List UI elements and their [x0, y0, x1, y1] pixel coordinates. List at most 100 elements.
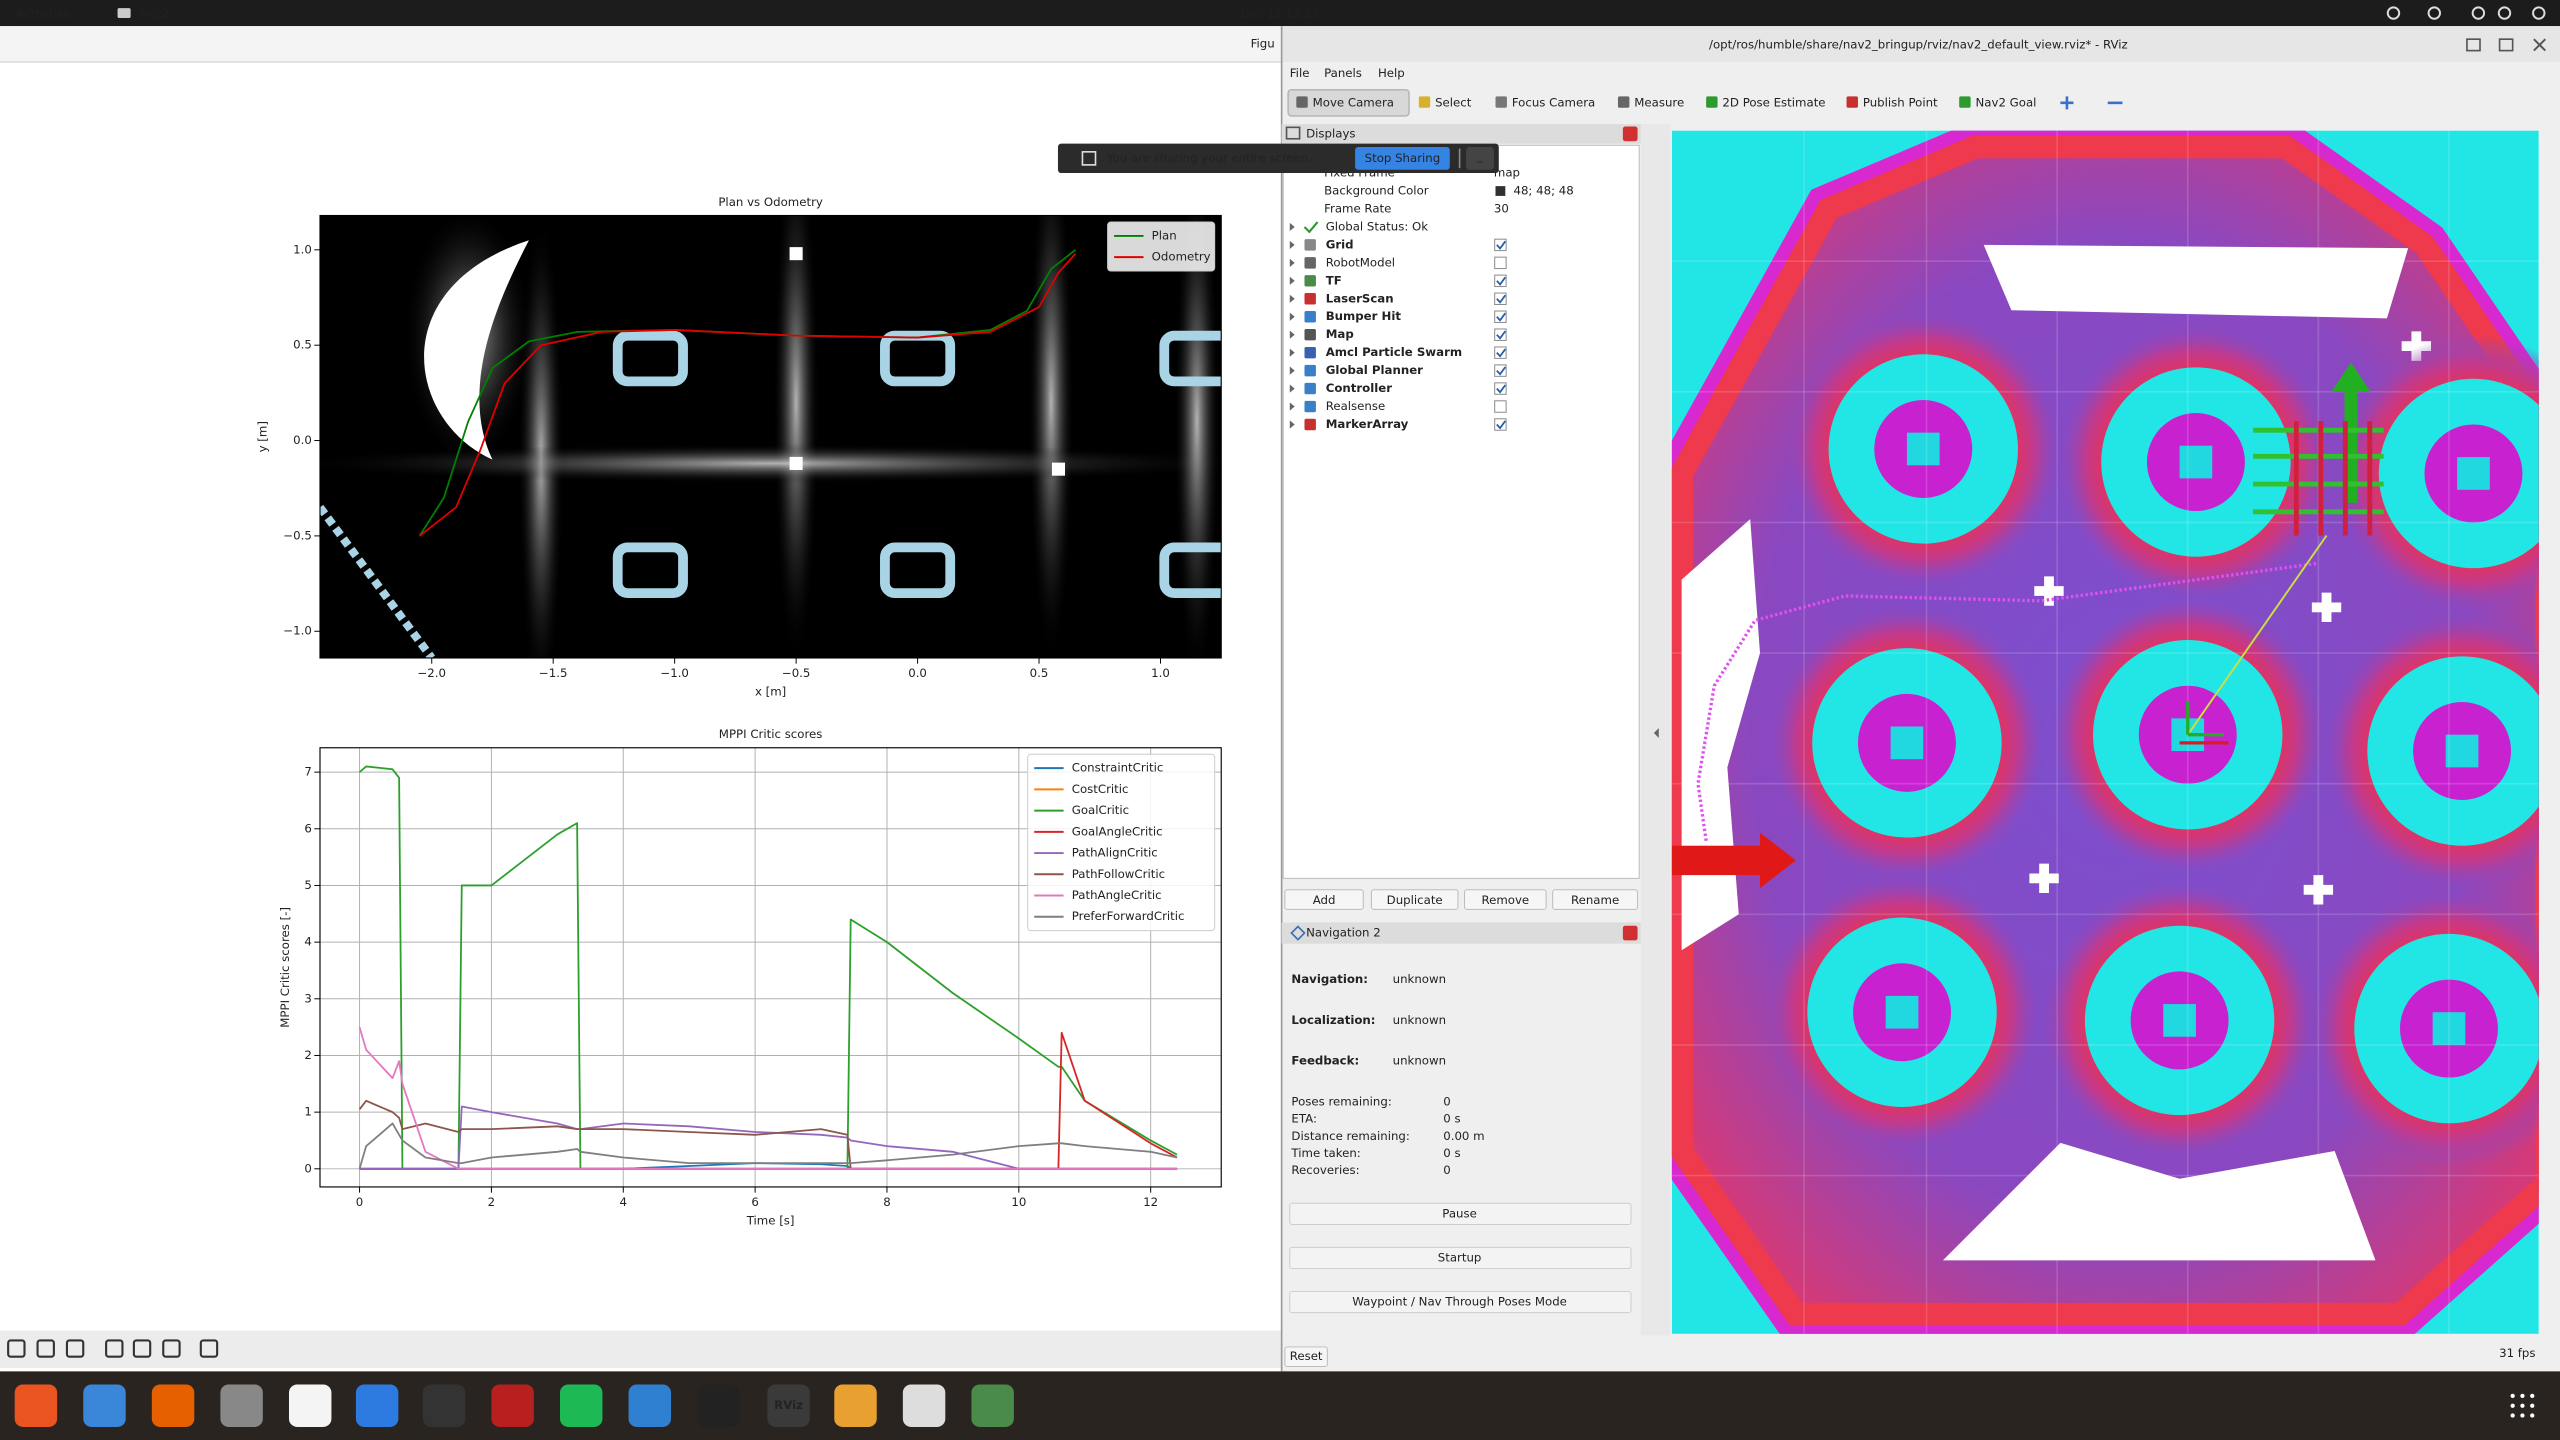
- dock-icon[interactable]: [422, 1384, 466, 1427]
- property-value[interactable]: map: [1494, 166, 1520, 180]
- dock-icon[interactable]: [491, 1384, 534, 1427]
- close-button[interactable]: [2533, 38, 2546, 52]
- display-checkbox[interactable]: [1494, 418, 1507, 431]
- panel-close[interactable]: [1622, 126, 1638, 142]
- dock-icon[interactable]: [14, 1384, 58, 1427]
- menu-item[interactable]: Help: [1378, 66, 1405, 80]
- expand-arrow[interactable]: [1289, 240, 1295, 249]
- hide-label[interactable]: _: [1476, 149, 1483, 163]
- toolbar-button[interactable]: [105, 1339, 124, 1358]
- panel-button[interactable]: [1284, 889, 1364, 910]
- nav-button-label[interactable]: Pause: [1442, 1206, 1477, 1220]
- dock-icon[interactable]: [151, 1384, 195, 1427]
- add-tool[interactable]: [2060, 96, 2074, 110]
- activities-button[interactable]: Activities: [16, 6, 70, 20]
- dock-icon[interactable]: [560, 1384, 603, 1427]
- x-tick-label: 4: [620, 1195, 627, 1209]
- display-checkbox[interactable]: [1494, 400, 1507, 413]
- tool-button[interactable]: Focus Camera: [1512, 95, 1595, 109]
- hide-button[interactable]: [1466, 146, 1494, 170]
- expand-arrow[interactable]: [1289, 330, 1295, 339]
- display-checkbox[interactable]: [1494, 310, 1507, 323]
- display-checkbox[interactable]: [1494, 364, 1507, 377]
- display-name[interactable]: Realsense: [1326, 399, 1385, 413]
- nav-button-label[interactable]: Waypoint / Nav Through Poses Mode: [1352, 1295, 1567, 1309]
- dock-icon[interactable]: [220, 1384, 263, 1427]
- tool-button[interactable]: Nav2 Goal: [1976, 95, 2037, 109]
- expand-arrow[interactable]: [1289, 348, 1295, 357]
- expand-arrow[interactable]: [1289, 276, 1295, 285]
- display-name[interactable]: RobotModel: [1326, 255, 1395, 269]
- property-value[interactable]: 30: [1494, 201, 1509, 215]
- display-name[interactable]: Global Planner: [1326, 363, 1423, 377]
- menu-item[interactable]: Panels: [1324, 66, 1362, 80]
- expand-arrow[interactable]: [1289, 312, 1295, 321]
- nav-button[interactable]: [1289, 1290, 1632, 1314]
- display-checkbox[interactable]: [1494, 256, 1507, 270]
- dock-icon[interactable]: [834, 1384, 877, 1427]
- display-checkbox[interactable]: [1494, 382, 1507, 395]
- display-name[interactable]: TF: [1326, 273, 1342, 287]
- display-checkbox[interactable]: [1494, 346, 1507, 359]
- dock-icon[interactable]: [288, 1384, 332, 1427]
- y-tick-label: 5: [304, 878, 311, 892]
- toolbar-button[interactable]: [132, 1339, 152, 1358]
- dock-icon[interactable]: [628, 1384, 672, 1427]
- expand-arrow[interactable]: [1289, 402, 1295, 411]
- display-name[interactable]: Amcl Particle Swarm: [1326, 345, 1462, 359]
- stat-value: 0 s: [1443, 1146, 1460, 1160]
- display-checkbox[interactable]: [1494, 238, 1507, 252]
- stop-sharing-button[interactable]: [1355, 146, 1450, 170]
- plot: −2.0 −1.5 −1.0 −0.5 0.0 0.5 1.0 −1.0 −0.5 0.0 0.5 1…: [255, 195, 1222, 699]
- dock-icon[interactable]: [767, 1384, 810, 1427]
- tool-button[interactable]: 2D Pose Estimate: [1722, 95, 1825, 109]
- nav-button-label[interactable]: Startup: [1438, 1250, 1482, 1264]
- display-checkbox[interactable]: [1494, 328, 1507, 341]
- dock-icon[interactable]: [697, 1384, 740, 1427]
- nav-button[interactable]: [1289, 1202, 1632, 1225]
- reset-label[interactable]: Reset: [1290, 1349, 1323, 1363]
- display-checkbox[interactable]: [1494, 274, 1507, 288]
- obstacle: [1159, 542, 1222, 598]
- dock-icon[interactable]: [902, 1384, 946, 1427]
- dock-icon[interactable]: [971, 1384, 1014, 1427]
- panel-button-label[interactable]: Add: [1313, 893, 1336, 907]
- dock-icon[interactable]: [83, 1384, 126, 1427]
- menu-item[interactable]: File: [1290, 66, 1310, 80]
- expand-arrow[interactable]: [1289, 420, 1295, 429]
- dock-icon[interactable]: [355, 1384, 399, 1427]
- tool-button[interactable]: Publish Point: [1863, 95, 1938, 109]
- window-button[interactable]: [2498, 38, 2514, 52]
- expand-arrow[interactable]: [1289, 384, 1295, 393]
- toolbar-button[interactable]: [162, 1339, 181, 1358]
- property-value[interactable]: 48; 48; 48: [1513, 184, 1573, 198]
- dock-icon-label[interactable]: RViz: [774, 1398, 803, 1412]
- display-name[interactable]: Grid: [1326, 237, 1354, 251]
- free-cell: [2303, 875, 2334, 905]
- tool-button[interactable]: Move Camera: [1313, 95, 1394, 109]
- window-button[interactable]: [2466, 38, 2481, 52]
- app-menu[interactable]: rviz2: [140, 6, 169, 20]
- display-name[interactable]: Map: [1326, 327, 1354, 341]
- expand-arrow[interactable]: [1289, 366, 1295, 375]
- panel-close[interactable]: [1622, 925, 1638, 941]
- toolbar-button[interactable]: [199, 1339, 219, 1358]
- toolbar-button[interactable]: [7, 1339, 26, 1358]
- display-name[interactable]: Bumper Hit: [1326, 309, 1402, 323]
- display-name[interactable]: LaserScan: [1326, 291, 1394, 305]
- toolbar-button[interactable]: [65, 1339, 85, 1358]
- toolbar-button[interactable]: [36, 1339, 55, 1358]
- expand-arrow[interactable]: [1289, 258, 1295, 267]
- expand-arrow[interactable]: [1289, 294, 1295, 303]
- display-name[interactable]: Controller: [1326, 381, 1393, 395]
- stop-sharing-label[interactable]: Stop Sharing: [1365, 151, 1441, 165]
- tool-button[interactable]: Measure: [1634, 95, 1684, 109]
- reset-button[interactable]: [1284, 1346, 1328, 1368]
- tool-button[interactable]: Select: [1435, 95, 1472, 109]
- nav-button[interactable]: [1289, 1246, 1632, 1270]
- clock[interactable]: Dec 12 15:29: [1240, 6, 1319, 20]
- display-checkbox[interactable]: [1494, 292, 1507, 305]
- y-tick-label: 2: [304, 1048, 311, 1062]
- x-axis-label: Time [s]: [746, 1214, 795, 1228]
- display-name[interactable]: MarkerArray: [1326, 417, 1409, 431]
